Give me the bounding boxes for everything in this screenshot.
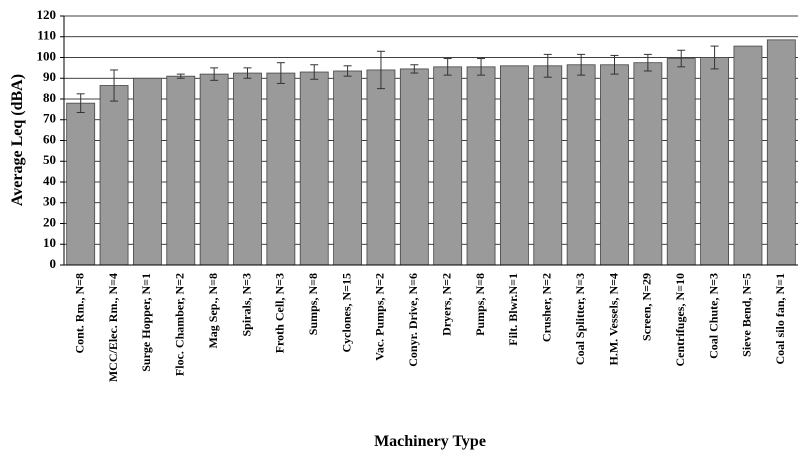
error-bar xyxy=(343,65,352,77)
y-tick-label: 60 xyxy=(43,131,56,146)
x-tick-label: Centrifuges, N=10 xyxy=(673,273,687,367)
error-bar xyxy=(677,49,686,68)
bar xyxy=(566,64,596,266)
bar xyxy=(600,64,629,266)
error-bar xyxy=(610,54,619,75)
x-tick-label: Sieve Bend, N=5 xyxy=(740,273,754,357)
x-tick-label: Pumps, N=8 xyxy=(473,273,487,336)
bar xyxy=(166,75,196,266)
x-tick-label: Screen, N=29 xyxy=(640,273,654,341)
y-axis-label: Average Leq (dBA) xyxy=(9,74,26,206)
bar xyxy=(700,57,730,266)
x-tick-label: Surge Hopper, N=1 xyxy=(139,273,153,372)
bar xyxy=(766,39,796,266)
bar xyxy=(433,66,463,266)
error-bar xyxy=(577,53,586,76)
error-bar xyxy=(243,67,252,79)
x-tick-label: Coal Splitter, N=3 xyxy=(573,273,587,365)
bar xyxy=(399,68,429,266)
error-bar xyxy=(477,58,486,76)
x-tick-label: Conyr. Drive, N=6 xyxy=(406,273,420,367)
x-tick-label: Coal silo fan, N=1 xyxy=(773,273,787,365)
x-tick-label: Dryers, N=2 xyxy=(439,273,453,336)
bar xyxy=(633,62,663,266)
x-tick-label: Mag Sep., N=8 xyxy=(206,273,220,349)
error-bar xyxy=(176,73,185,79)
x-tick-label: Froth Cell, N=3 xyxy=(273,273,287,353)
x-tick-label: Cyclones, N=15 xyxy=(339,273,353,353)
error-bar xyxy=(210,67,219,81)
error-bar xyxy=(710,45,719,70)
x-tick-label: Crusher, N=2 xyxy=(540,273,554,342)
y-tick-label: 10 xyxy=(43,235,56,250)
y-tick-label: 90 xyxy=(43,69,56,84)
x-tick-label: MCC/Elec. Rm., N=4 xyxy=(106,273,120,382)
bar xyxy=(233,72,262,266)
y-tick-label: 100 xyxy=(37,48,57,63)
y-tick-label: 80 xyxy=(43,90,56,105)
bar xyxy=(499,65,529,266)
bar xyxy=(99,85,129,266)
bar xyxy=(266,72,296,266)
bar xyxy=(66,102,96,266)
x-tick-label: Sumps, N=8 xyxy=(306,273,320,335)
y-tick-label: 50 xyxy=(43,152,56,167)
x-tick-label: Cont. Rm., N=8 xyxy=(72,273,86,354)
y-tick-label: 0 xyxy=(50,256,57,271)
error-bar xyxy=(76,93,85,113)
error-bar xyxy=(376,50,385,90)
y-tick-label: 30 xyxy=(43,194,56,209)
bar xyxy=(199,73,229,266)
bar xyxy=(333,70,363,266)
error-bar xyxy=(443,58,452,76)
bar xyxy=(533,65,563,266)
error-bar xyxy=(110,69,119,102)
y-tick-label: 110 xyxy=(37,28,56,43)
bar xyxy=(466,66,496,266)
error-bar xyxy=(543,53,552,78)
y-tick-label: 120 xyxy=(37,7,57,22)
error-bar xyxy=(310,64,319,80)
x-tick-label: Floc. Chamber, N=2 xyxy=(173,273,187,376)
x-tick-label: Coal Chute, N=3 xyxy=(706,273,720,359)
x-tick-label: Vac. Pumps, N=2 xyxy=(373,273,387,361)
y-tick-label: 70 xyxy=(43,111,56,126)
bar xyxy=(132,77,162,266)
bar xyxy=(366,69,396,266)
y-tick-label: 40 xyxy=(43,173,56,188)
bar xyxy=(299,71,329,266)
error-bar xyxy=(276,62,285,84)
bar xyxy=(666,58,696,266)
bar xyxy=(733,45,763,266)
error-bar xyxy=(410,64,419,74)
x-tick-label: Filt. Blwr.N=1 xyxy=(506,273,520,346)
error-bar xyxy=(643,53,652,72)
x-tick-label: H.M. Vessels, N=4 xyxy=(606,273,620,366)
x-axis-label: Machinery Type xyxy=(374,433,486,450)
y-tick-label: 20 xyxy=(43,214,56,229)
x-tick-label: Spirals, N=3 xyxy=(239,273,253,337)
